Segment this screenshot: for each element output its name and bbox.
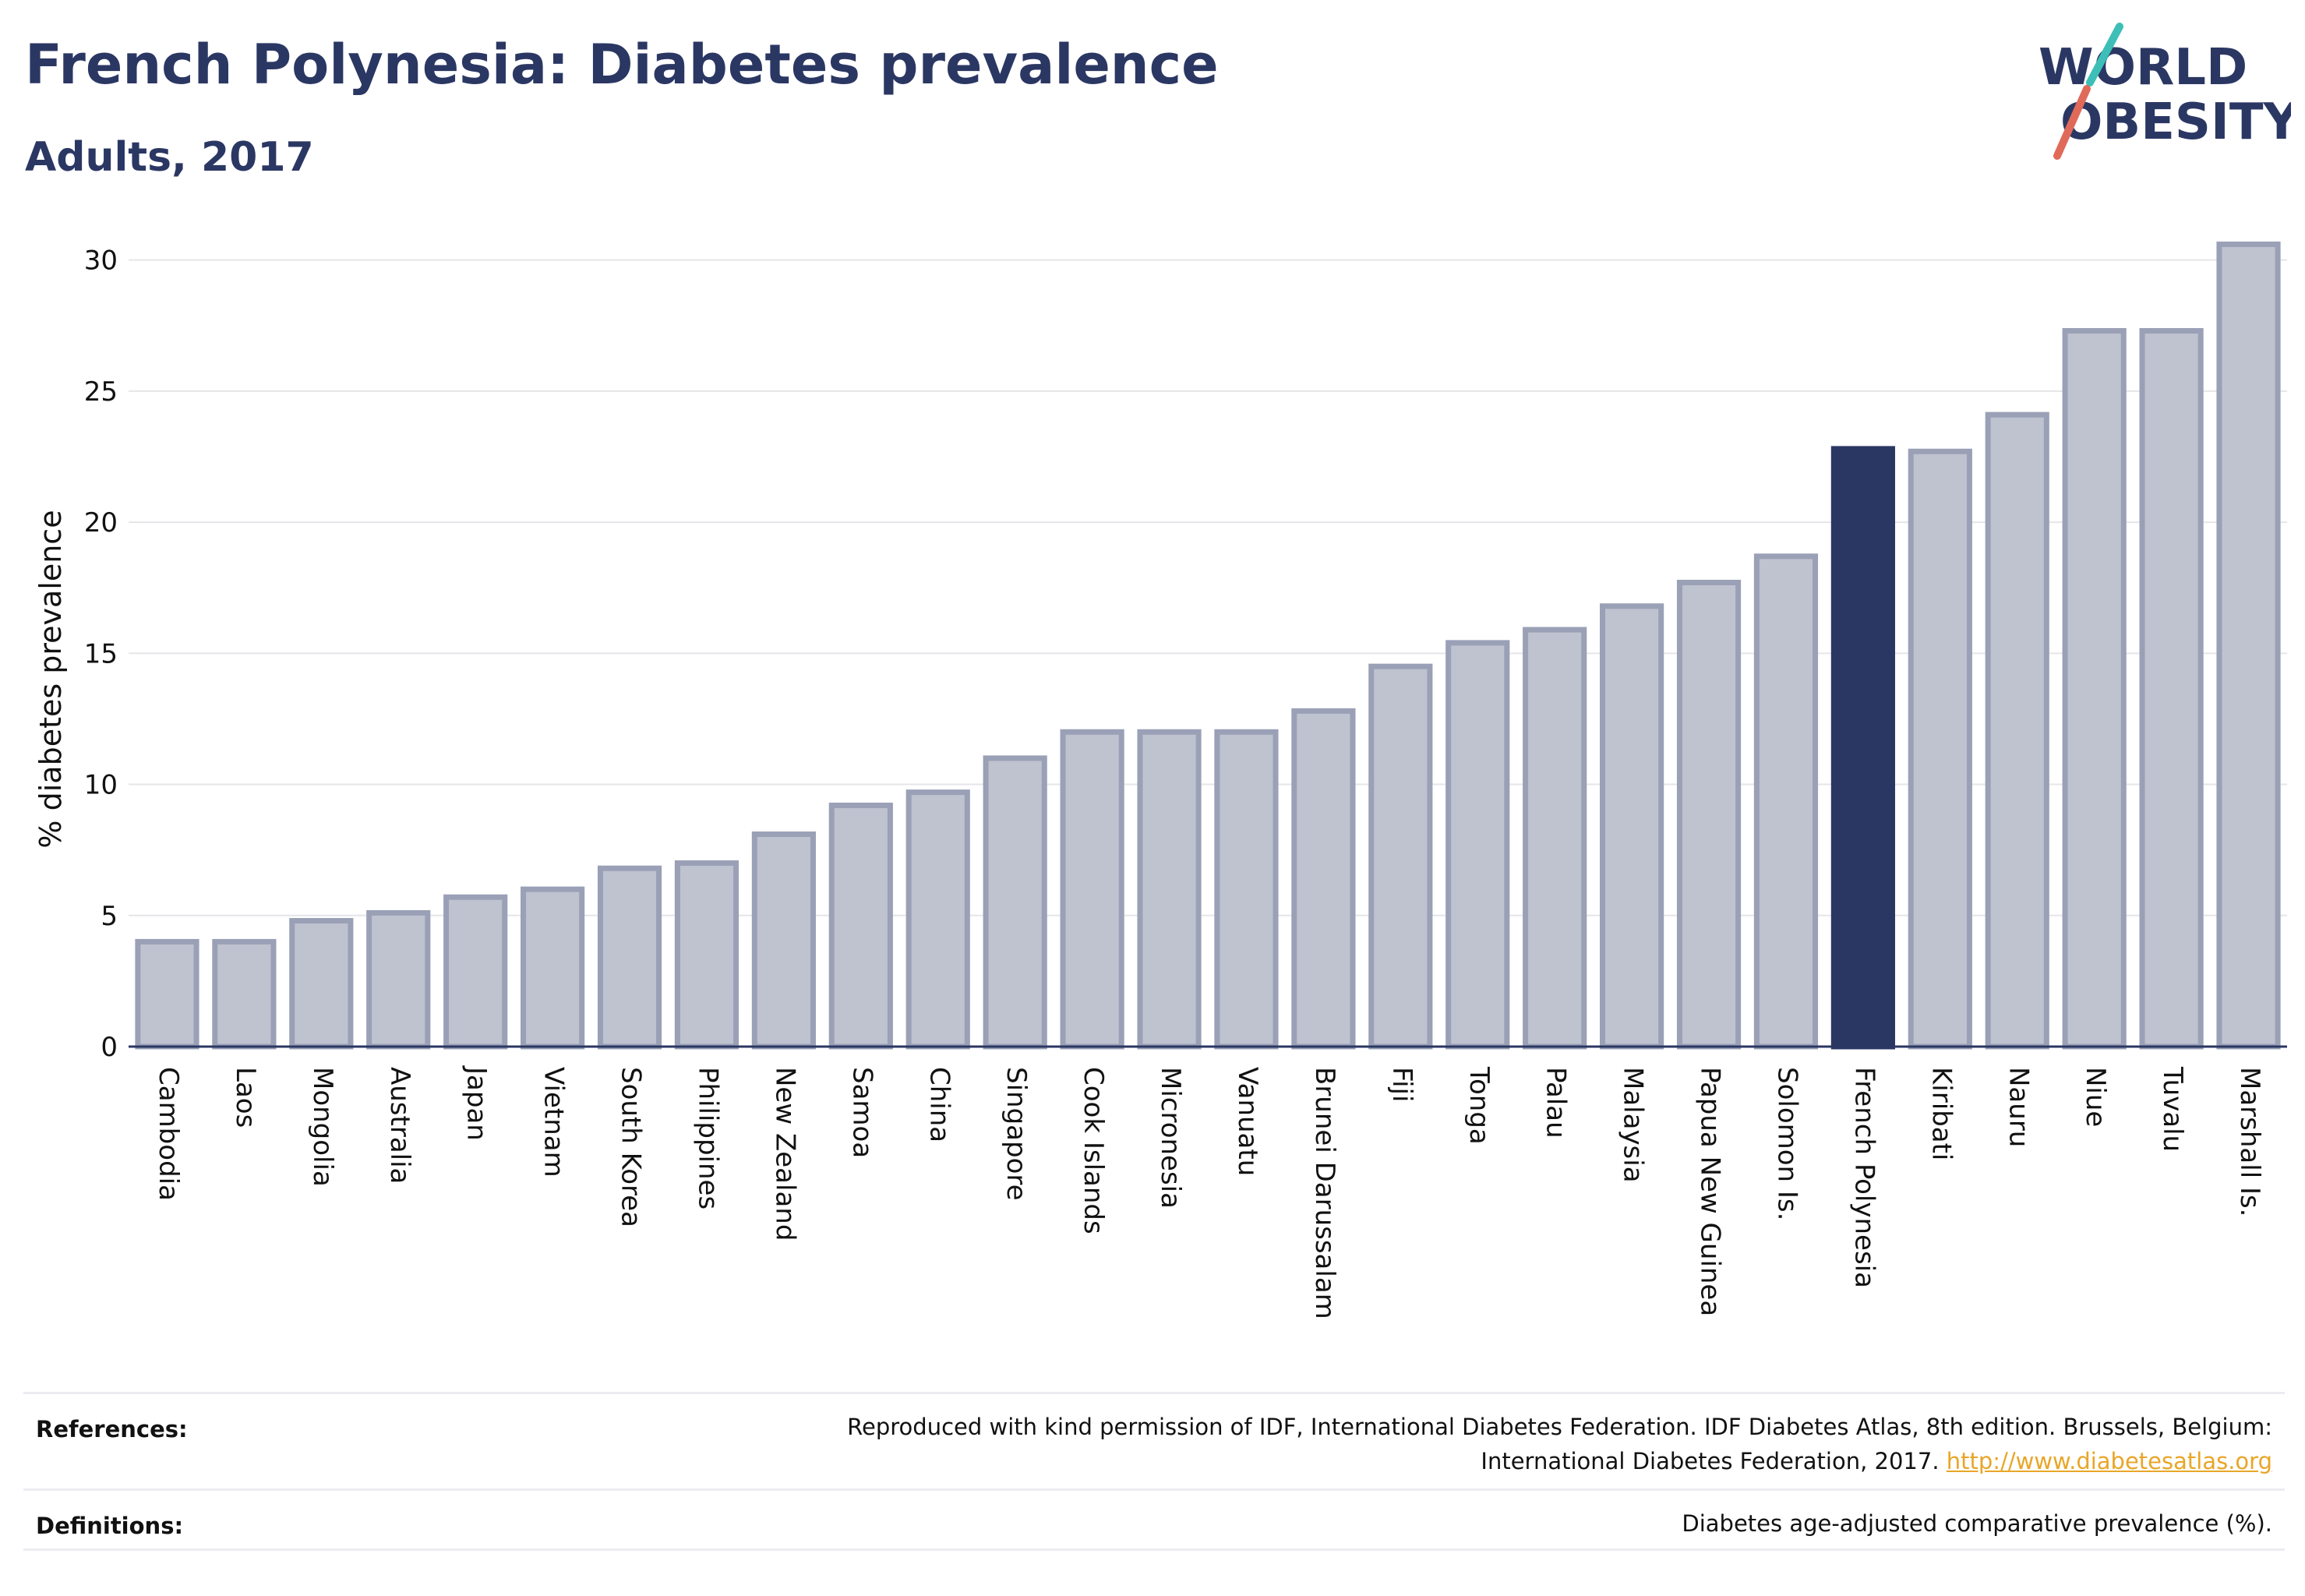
x-tick-label: China — [923, 1067, 955, 1142]
y-axis-title: % diabetes prevalence — [34, 510, 68, 848]
y-tick-label: 20 — [84, 507, 118, 538]
y-tick-label: 25 — [84, 376, 118, 408]
bar-philippines — [674, 860, 740, 1050]
x-tick-label: Tuvalu — [2157, 1066, 2188, 1152]
y-tick-label: 5 — [101, 901, 118, 932]
page-title: French Polynesia: Diabetes prevalence — [25, 33, 1219, 97]
bar-south-korea — [597, 865, 662, 1050]
references-label: References: — [36, 1416, 188, 1442]
definitions-text: Diabetes age-adjusted comparative preval… — [1682, 1510, 2272, 1537]
bar-french-polynesia — [1830, 446, 1895, 1050]
references-line2-text: International Diabetes Federation, 2017. — [1481, 1448, 1947, 1474]
x-axis-ticks: Cambodia Laos Mongolia Australia Japan Vietna… — [153, 1065, 2265, 1319]
bar-samoa — [828, 802, 893, 1050]
page-subtitle: Adults, 2017 — [25, 134, 314, 181]
x-tick-label: Micronesia — [1155, 1067, 1186, 1209]
bar-laos — [212, 938, 277, 1050]
bar-australia — [366, 909, 431, 1050]
y-tick-label: 10 — [84, 770, 118, 801]
bar-papua-new-guinea — [1676, 579, 1742, 1050]
logo-slash-coral — [2053, 85, 2091, 160]
x-tick-label: Palau — [1541, 1067, 1572, 1139]
bar-japan — [443, 894, 508, 1050]
x-tick-label: Samoa — [846, 1067, 877, 1158]
bar-solomon-is — [1753, 553, 1819, 1050]
bar-china — [905, 789, 970, 1050]
diabetes-atlas-link[interactable]: http://www.diabetesatlas.org — [1946, 1448, 2272, 1474]
x-tick-label: Philippines — [692, 1067, 723, 1209]
x-tick-label: French Polynesia — [1848, 1067, 1880, 1288]
x-tick-label: Cook Islands — [1078, 1067, 1109, 1234]
bar-kiribati — [1908, 448, 1972, 1050]
world-obesity-logo: WORLD OBESITY — [2038, 23, 2291, 160]
references-text: Reproduced with kind permission of IDF, … — [847, 1410, 2285, 1478]
x-tick-label: Japan — [461, 1065, 492, 1141]
bar-cambodia — [135, 938, 199, 1050]
bars — [135, 241, 2281, 1050]
x-tick-label: Vanuatu — [1232, 1067, 1263, 1176]
bar-micronesia — [1137, 729, 1202, 1050]
x-tick-label: Malaysia — [1618, 1067, 1649, 1183]
bar-palau — [1523, 627, 1587, 1050]
x-tick-label: Laos — [230, 1067, 261, 1128]
x-tick-label: Fiji — [1386, 1067, 1417, 1102]
bar-malaysia — [1600, 603, 1664, 1050]
x-tick-label: Australia — [384, 1067, 415, 1184]
y-axis-ticks: 0 5 10 15 20 25 30 — [84, 245, 118, 1063]
bar-mongolia — [289, 918, 354, 1050]
logo-line1: WORLD — [2038, 39, 2247, 97]
y-tick-label: 0 — [101, 1032, 118, 1063]
bar-vanuatu — [1214, 729, 1279, 1050]
bar-tonga — [1445, 640, 1510, 1050]
x-tick-label: Niue — [2080, 1067, 2111, 1127]
footer: References: Reproduced with kind permiss… — [23, 1392, 2285, 1551]
x-tick-label: Mongolia — [307, 1067, 338, 1187]
x-tick-label: New Zealand — [769, 1067, 800, 1241]
x-tick-label: South Korea — [616, 1067, 647, 1227]
bar-singapore — [983, 755, 1047, 1050]
bar-brunei-darussalam — [1291, 708, 1356, 1050]
bar-marshall-is — [2216, 241, 2281, 1050]
y-tick-label: 30 — [84, 245, 118, 277]
bar-chart: 0 5 10 15 20 25 30 Cambodia Laos Mongolia Austral… — [34, 241, 2287, 1319]
bar-tuvalu — [2139, 327, 2204, 1050]
bar-new-zealand — [751, 831, 816, 1050]
logo-line2: OBESITY — [2060, 94, 2291, 151]
x-tick-label: Vietnam — [538, 1067, 570, 1178]
bar-niue — [2062, 327, 2127, 1050]
x-tick-label: Nauru — [2003, 1067, 2034, 1147]
definitions-label: Definitions: — [36, 1513, 184, 1539]
bar-nauru — [1985, 411, 2049, 1050]
x-tick-label: Solomon Is. — [1771, 1067, 1802, 1220]
x-tick-label: Papua New Guinea — [1695, 1067, 1726, 1316]
bar-cook-islands — [1060, 729, 1124, 1050]
x-tick-label: Tonga — [1463, 1066, 1495, 1145]
x-tick-label: Kiribati — [1926, 1067, 1957, 1160]
references-line1: Reproduced with kind permission of IDF, … — [847, 1414, 2272, 1440]
x-tick-label: Cambodia — [153, 1067, 184, 1201]
references-line2: International Diabetes Federation, 2017.… — [847, 1444, 2272, 1478]
x-tick-label: Singapore — [1001, 1067, 1032, 1201]
logo-slash-teal — [2086, 23, 2123, 87]
definitions-row: Definitions: Diabetes age-adjusted compa… — [23, 1488, 2285, 1551]
bar-vietnam — [521, 886, 585, 1050]
x-tick-label: Marshall Is. — [2234, 1067, 2265, 1217]
x-tick-label: Brunei Darussalam — [1309, 1067, 1340, 1319]
bar-fiji — [1368, 663, 1433, 1050]
y-tick-label: 15 — [84, 638, 118, 669]
references-row: References: Reproduced with kind permiss… — [23, 1392, 2285, 1488]
